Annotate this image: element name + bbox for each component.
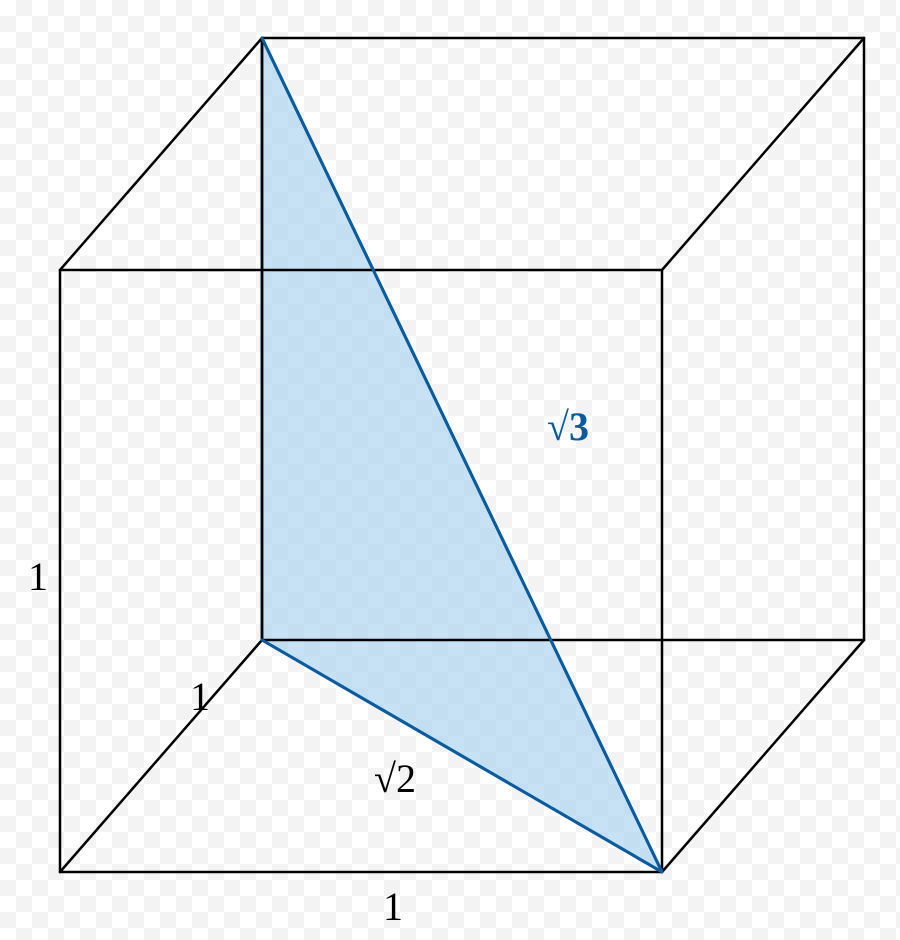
diagram-canvas: 1 1 1 √2 √3 <box>0 0 900 940</box>
label-edge_vertical_left: 1 <box>28 554 48 599</box>
label-edge_bottom_front: 1 <box>383 884 403 929</box>
cube-edge <box>662 640 864 872</box>
cube-edge <box>60 640 262 872</box>
cube-edge <box>662 38 864 270</box>
label-space_diag: √3 <box>547 404 589 449</box>
cube-diagram-svg: 1 1 1 √2 √3 <box>0 0 900 940</box>
cube-edge <box>60 38 262 270</box>
label-face_diag: √2 <box>374 756 416 801</box>
label-edge_depth_left: 1 <box>190 674 210 719</box>
